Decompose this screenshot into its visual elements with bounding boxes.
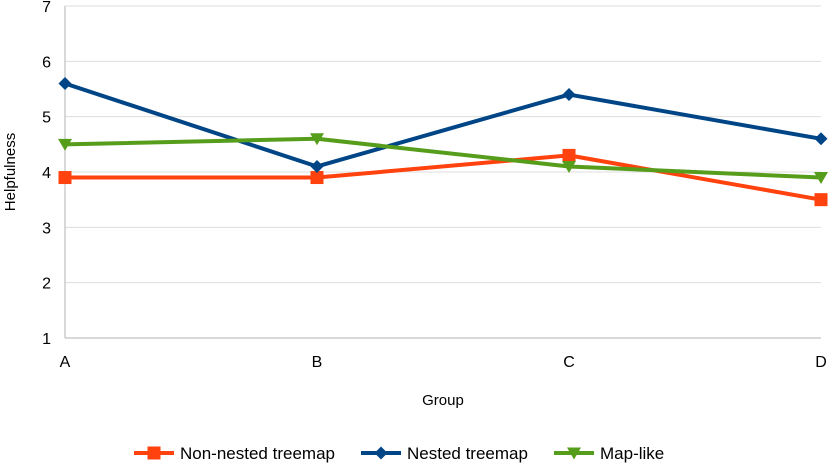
y-tick-label: 2 — [42, 276, 51, 293]
x-tick-labels: A B C D — [60, 354, 827, 371]
data-point-non-nested-treemap-d — [814, 193, 828, 207]
legend-marker-map-like — [567, 447, 581, 460]
legend-item-nested-treemap: Nested treemap — [361, 444, 528, 463]
y-tick-label: 4 — [42, 165, 51, 182]
legend: Non-nested treemap Nested treemap Map-like — [134, 444, 664, 463]
legend-item-map-like: Map-like — [554, 444, 664, 463]
y-tick-label: 5 — [42, 110, 51, 127]
y-tick-labels: 1 2 3 4 5 6 7 — [42, 0, 51, 348]
series-line-map-like — [64, 136, 822, 180]
y-tick-label: 7 — [42, 0, 51, 16]
data-point-non-nested-treemap-c — [562, 148, 576, 162]
x-axis-title: Group — [422, 392, 464, 409]
gridlines — [65, 5, 821, 339]
data-point-map-like-b — [310, 133, 324, 146]
legend-marker-nested-treemap — [374, 446, 388, 460]
series-line-nested-treemap — [64, 81, 822, 169]
legend-item-non-nested-treemap: Non-nested treemap — [134, 444, 335, 463]
x-tick-label: D — [815, 354, 827, 371]
data-point-non-nested-treemap-b — [310, 171, 324, 185]
x-tick-label: B — [312, 354, 323, 371]
data-point-nested-treemap-c — [562, 88, 576, 102]
data-point-nested-treemap-b — [310, 159, 324, 173]
y-tick-label: 1 — [42, 331, 51, 348]
legend-label-map-like: Map-like — [600, 444, 664, 463]
series-non-nested-treemap — [58, 148, 828, 207]
data-point-map-like-a — [58, 138, 72, 151]
data-point-map-like-c — [562, 160, 576, 173]
series-layer — [58, 76, 828, 207]
legend-label-non-nested-treemap: Non-nested treemap — [180, 444, 335, 463]
y-tick-label: 3 — [42, 220, 51, 237]
y-axis-title: Helpfulness — [2, 133, 19, 211]
data-point-nested-treemap-a — [58, 76, 72, 90]
data-point-nested-treemap-d — [814, 132, 828, 146]
y-tick-label: 6 — [42, 54, 51, 71]
data-point-non-nested-treemap-a — [58, 171, 72, 185]
series-line-non-nested-treemap — [65, 153, 822, 202]
legend-marker-non-nested-treemap — [147, 446, 161, 460]
data-point-map-like-d — [814, 172, 828, 185]
series-nested-treemap — [58, 76, 828, 173]
x-tick-label: A — [60, 354, 71, 371]
series-map-like — [58, 133, 828, 185]
x-tick-label: C — [563, 354, 575, 371]
legend-label-nested-treemap: Nested treemap — [407, 444, 528, 463]
